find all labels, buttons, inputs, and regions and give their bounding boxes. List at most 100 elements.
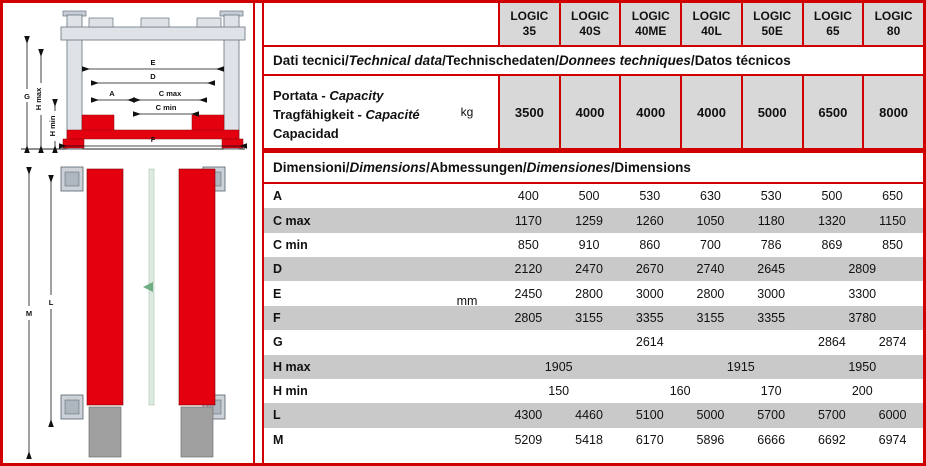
dim-row-m: M 5209 5418 6170 5896 6666 6692 6974 <box>264 428 923 452</box>
lift-diagram: G H max H min E D A C max C min <box>21 10 247 459</box>
dim-value-cell: 3000 <box>757 286 786 301</box>
dim-value-cell: 2864 <box>818 335 846 350</box>
title-part: Donnees techniques <box>558 53 691 68</box>
dim-value-cell: 5418 <box>575 432 603 447</box>
dim-value-cell: 1915 <box>726 359 755 374</box>
title-separator: / <box>345 53 349 68</box>
title-part: Dimensions <box>349 160 427 175</box>
dim-row-c-max: C max 1170 1259 1260 1050 1180 1320 1150 <box>264 208 923 233</box>
dim-value-cell: 2740 <box>696 262 725 277</box>
dim-value-cell: 3355 <box>757 310 786 325</box>
dim-value-cell: 200 <box>851 384 873 399</box>
capacity-row: Portata - Capacity Tragfähigkeit - Capac… <box>264 76 923 153</box>
title-separator: / <box>345 160 350 175</box>
dim-value-cell: 3155 <box>575 310 603 325</box>
column-header-logic-50e: LOGIC 50E <box>740 3 802 45</box>
dim-value-cell: 910 <box>578 237 600 252</box>
dim-value-cell: 5700 <box>757 408 786 423</box>
dim-value-cell: 860 <box>639 237 661 252</box>
diagram-label-a: A <box>109 89 115 98</box>
dim-value-cell: 2800 <box>696 286 725 301</box>
front-view: G H max H min E D A C max C min <box>21 10 247 153</box>
dim-row-label: G <box>273 335 283 350</box>
model-variant: 65 <box>826 24 840 38</box>
dim-value-cell: 400 <box>517 189 539 204</box>
dim-value-cell: 3155 <box>696 310 725 325</box>
spec-table-panel: LOGIC 35 LOGIC 40S LOGIC 40ME LOGIC 40L … <box>262 3 923 463</box>
capacity-label-line1: Portata - Capacity <box>273 87 436 106</box>
capacity-unit: kg <box>460 105 474 119</box>
model-name: LOGIC <box>753 9 792 23</box>
dim-value-cell: 6974 <box>878 432 907 447</box>
dim-value-cell: 2805 <box>514 310 543 325</box>
capacity-label-en: Capacity <box>329 88 384 103</box>
column-header-logic-65: LOGIC 65 <box>801 3 863 45</box>
title-part: Dimensions <box>614 160 691 175</box>
dim-value-cell: 6692 <box>817 432 846 447</box>
title-part: Datos técnicos <box>694 53 791 68</box>
dim-row-label: C max <box>273 213 311 228</box>
capacity-label-line3: Capacidad <box>273 125 339 141</box>
dim-value-cell: 2614 <box>635 335 664 350</box>
model-variant: 80 <box>886 24 901 38</box>
dim-value-cell: 4460 <box>575 408 603 423</box>
title-part: Dimensiones <box>526 160 611 175</box>
capacity-label-it: Portata - <box>273 88 330 103</box>
dim-row-label: F <box>273 310 281 325</box>
dim-value-cell: 2670 <box>635 262 664 277</box>
dim-value-cell: 5700 <box>817 408 846 423</box>
title-part: Dimensioni <box>273 160 346 175</box>
dim-row-a: A 400 500 530 630 530 500 650 <box>264 184 923 208</box>
capacity-label-fr: Capacité <box>365 106 420 122</box>
diagram-label-h-max: H max <box>34 87 43 110</box>
dim-value-cell: 869 <box>821 237 843 252</box>
dim-value-cell: 1050 <box>696 213 725 228</box>
dim-value-cell: 3000 <box>635 286 664 301</box>
dim-value-cell: 6000 <box>878 408 907 423</box>
model-variant: 40S <box>579 24 601 38</box>
dim-value-cell: 1170 <box>514 213 542 228</box>
capacity-value-cell: 3500 <box>498 76 559 148</box>
dim-row-label: M <box>273 432 284 447</box>
dimensions-table: mm A 400 500 530 630 530 500 650 C max 1… <box>264 184 923 452</box>
dimensions-title: Dimensioni / Dimensions / Abmessungen / … <box>264 153 923 184</box>
column-header-logic-40l: LOGIC 40L <box>680 3 741 45</box>
capacity-label-de: Tragfähigkeit - <box>273 106 366 122</box>
dim-value-cell: 2450 <box>514 286 543 301</box>
plan-view: M L <box>23 166 226 459</box>
dim-row-c-min: C min 850 910 860 700 786 869 850 <box>264 233 923 257</box>
dim-value-cell: 170 <box>760 384 782 399</box>
dim-row-label: C min <box>273 237 308 252</box>
dim-value-cell: 2120 <box>514 262 543 277</box>
dim-row-l: L 4300 4460 5100 5000 5700 5700 6000 <box>264 403 923 428</box>
dim-row-label: H min <box>273 384 308 399</box>
lift-diagram-panel: G H max H min E D A C max C min <box>3 3 255 463</box>
capacity-value-cell: 4000 <box>619 76 681 148</box>
dim-value-cell: 1950 <box>848 359 877 374</box>
dim-value-cell: 5896 <box>696 432 725 447</box>
dim-row-h-max: H max 1905 1915 1950 <box>264 354 923 379</box>
dim-value-cell: 850 <box>882 237 903 252</box>
diagram-label-g: G <box>24 92 30 101</box>
dim-value-cell: 150 <box>548 384 570 399</box>
title-separator: / <box>690 53 695 68</box>
dim-value-cell: 850 <box>517 237 539 252</box>
column-header-logic-40s: LOGIC 40S <box>558 3 620 45</box>
dim-value-cell: 1180 <box>757 213 785 228</box>
column-header-logic-40me: LOGIC 40ME <box>619 3 681 45</box>
column-header-logic-35: LOGIC 35 <box>498 3 559 45</box>
dim-value-cell: 5209 <box>514 432 543 447</box>
header-spacer <box>264 3 498 45</box>
model-variant: 50E <box>761 24 783 38</box>
diagram-label-e: E <box>150 58 155 67</box>
diagram-label-h-min: H min <box>48 115 57 136</box>
capacity-value-cell: 8000 <box>862 76 923 148</box>
dim-value-cell: 3300 <box>848 286 877 301</box>
model-name: LOGIC <box>874 9 913 23</box>
dim-value-cell: 2874 <box>878 335 907 350</box>
dim-value-cell: 2645 <box>757 262 786 277</box>
title-separator: / <box>442 53 446 68</box>
dim-row-label: D <box>273 262 283 277</box>
capacity-value-cell: 5000 <box>740 76 802 148</box>
dim-value-cell: 500 <box>821 189 843 204</box>
